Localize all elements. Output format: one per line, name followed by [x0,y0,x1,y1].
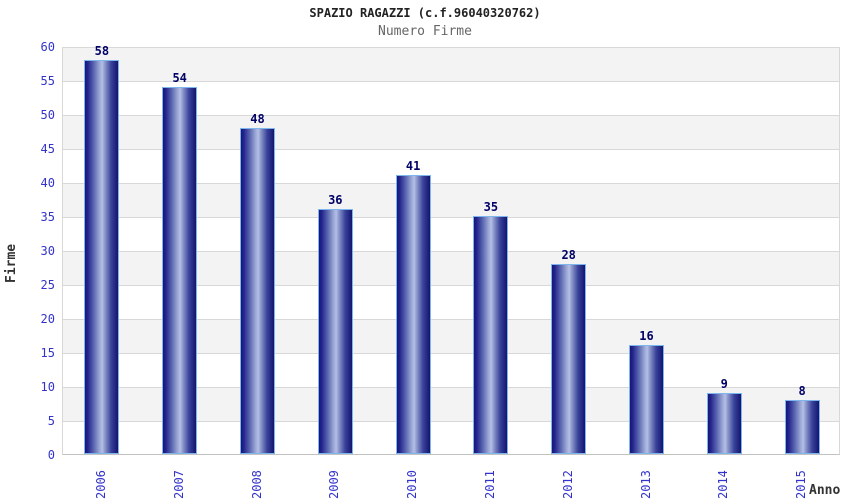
bar-2014 [706,393,742,454]
y-tick-label-15: 15 [40,346,55,360]
value-label-2008: 48 [250,112,265,126]
x-tick-label-2013: 2013 [638,470,653,499]
value-label-2012: 28 [561,248,576,262]
y-tick-label-60: 60 [40,40,55,54]
chart-title: SPAZIO RAGAZZI (c.f.96040320762) [309,6,541,20]
x-tick-label-2012: 2012 [560,470,575,499]
bar-2015 [784,400,820,454]
x-tick-label-2015: 2015 [794,470,809,499]
x-axis-title: Anno [809,483,841,498]
y-tick-label-55: 55 [40,74,55,88]
y-tick-label-45: 45 [40,142,55,156]
y-tick-label-40: 40 [40,176,55,190]
y-tick-label-50: 50 [40,108,55,122]
y-tick-label-30: 30 [40,244,55,258]
value-label-2006: 58 [94,44,110,58]
chart-subtitle: Numero Firme [378,24,472,39]
value-label-2009: 36 [328,193,343,207]
x-tick-label-2007: 2007 [171,470,186,499]
value-label-2013: 16 [639,329,654,343]
y-tick-label-20: 20 [40,312,55,326]
value-label-2015: 8 [798,384,806,398]
bar-2010 [395,175,431,454]
bar-2013 [629,345,664,454]
x-tick-label-2009: 2009 [327,470,342,499]
value-label-2014: 9 [720,377,728,391]
x-tick-label-2010: 2010 [405,470,420,499]
bar-2007 [162,87,198,454]
y-tick-label-0: 0 [47,448,55,462]
plot-area: 58 54 48 36 41 35 28 16 9 8 [62,44,840,455]
x-tick-label-2011: 2011 [482,470,497,499]
bar-2011 [473,216,509,454]
bar-2012 [551,264,587,454]
value-label-2007: 54 [172,71,187,85]
value-label-2011: 35 [483,200,499,214]
bar-2006 [84,60,120,454]
y-tick-label-25: 25 [40,278,55,292]
bar-2008 [240,128,275,454]
y-tick-label-35: 35 [40,210,55,224]
x-tick-label-2014: 2014 [716,470,731,499]
value-label-2010: 41 [405,159,421,173]
bar-2009 [317,209,353,454]
y-tick-label-10: 10 [40,380,55,394]
y-tick-label-5: 5 [47,414,55,428]
x-tick-label-2008: 2008 [249,470,264,499]
x-tick-label-2006: 2006 [93,470,108,499]
